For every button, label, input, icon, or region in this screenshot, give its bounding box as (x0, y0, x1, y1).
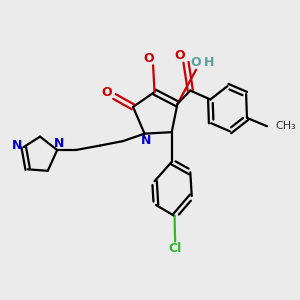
Text: CH₃: CH₃ (276, 121, 296, 131)
Text: Cl: Cl (169, 242, 182, 255)
Text: N: N (141, 134, 151, 147)
Text: O: O (174, 49, 185, 62)
Text: N: N (12, 139, 22, 152)
Text: N: N (53, 137, 64, 150)
Text: O: O (101, 86, 112, 99)
Text: O: O (191, 56, 201, 69)
Text: O: O (143, 52, 154, 65)
Text: H: H (204, 56, 214, 69)
